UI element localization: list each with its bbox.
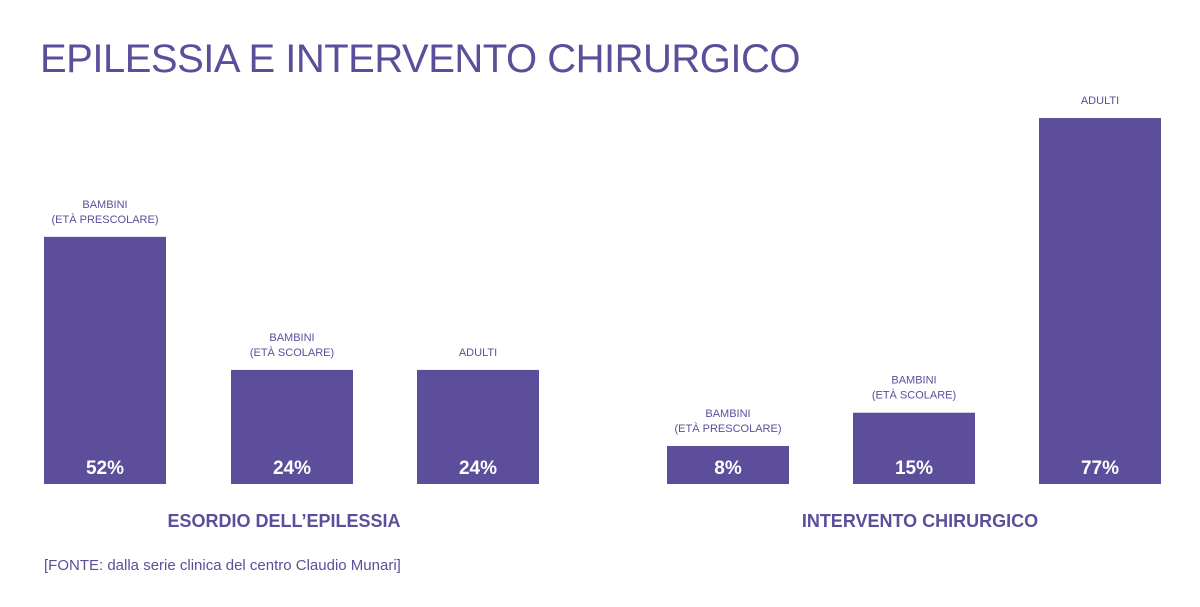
category-label: BAMBINI xyxy=(705,408,750,420)
category-label: BAMBINI xyxy=(82,199,127,211)
bar-value-label: 24% xyxy=(273,458,311,479)
bar-value-label: 52% xyxy=(86,458,124,479)
category-label: (ETÀ PRESCOLARE) xyxy=(675,422,782,435)
bar xyxy=(1039,118,1161,484)
category-label: BAMBINI xyxy=(269,332,314,344)
bar-value-label: 15% xyxy=(895,458,933,479)
category-label: ADULTI xyxy=(459,347,497,359)
chart-group-title: ESORDIO DELL’EPILESSIA xyxy=(167,511,400,531)
bar xyxy=(44,236,166,484)
chart-group-title: INTERVENTO CHIRURGICO xyxy=(802,511,1038,531)
bar xyxy=(417,369,539,484)
page-title: EPILESSIA E INTERVENTO CHIRURGICO xyxy=(40,37,800,81)
bar-value-label: 24% xyxy=(459,458,497,479)
category-label: (ETÀ PRESCOLARE) xyxy=(52,213,159,226)
category-label: ADULTI xyxy=(1081,95,1119,107)
category-label: (ETÀ SCOLARE) xyxy=(250,346,334,359)
source-note: [FONTE: dalla serie clinica del centro C… xyxy=(44,557,401,574)
category-label: BAMBINI xyxy=(891,375,936,387)
bar-value-label: 8% xyxy=(714,458,742,479)
bar xyxy=(853,412,975,484)
bar xyxy=(667,445,789,484)
bar xyxy=(231,369,353,484)
bar-value-label: 77% xyxy=(1081,458,1119,479)
category-label: (ETÀ SCOLARE) xyxy=(872,389,956,402)
